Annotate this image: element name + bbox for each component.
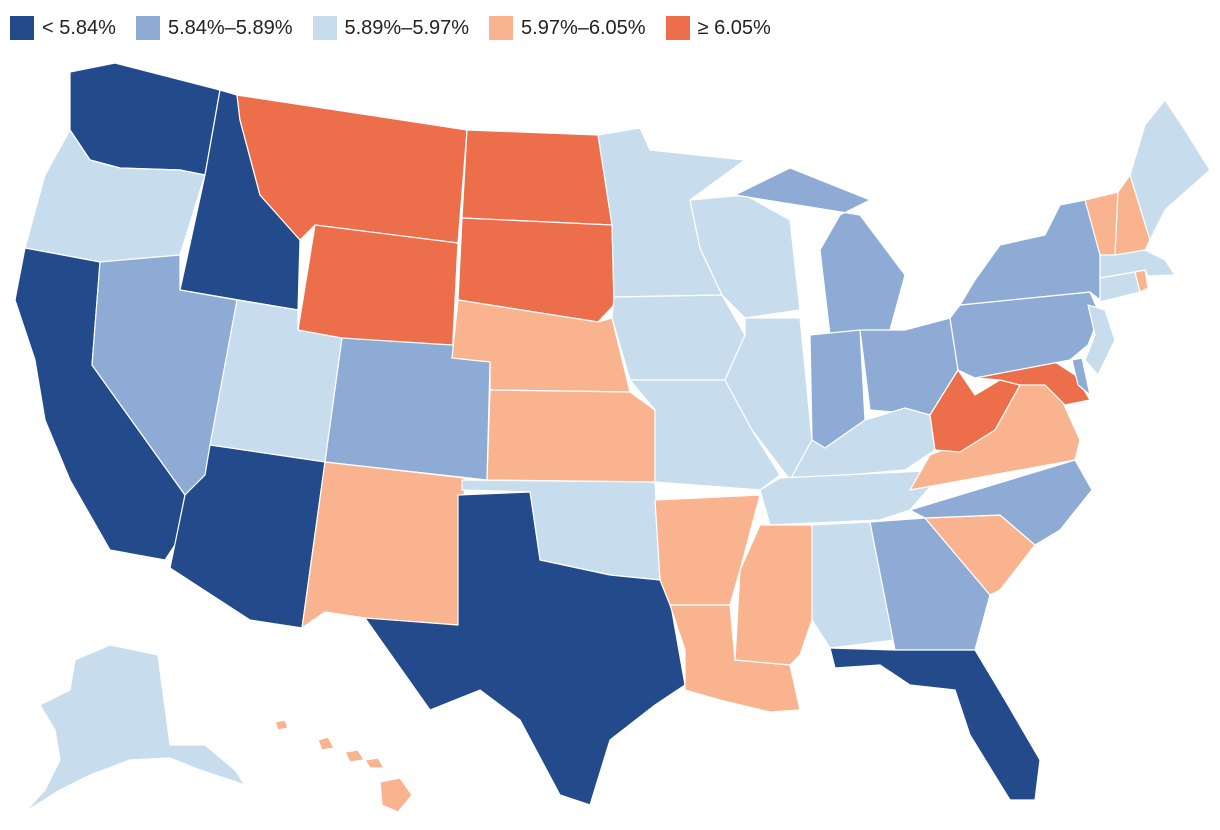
state-north-carolina[interactable]: North Carolina bbox=[909, 459, 1093, 546]
state-louisiana[interactable]: Louisiana bbox=[669, 604, 801, 713]
state-oregon[interactable]: Oregon bbox=[24, 129, 206, 263]
state-south-dakota[interactable]: South Dakota bbox=[457, 217, 615, 323]
legend-swatch bbox=[10, 16, 34, 40]
state-maine[interactable]: Maine bbox=[1129, 99, 1211, 241]
state-illinois[interactable]: Illinois bbox=[724, 317, 813, 481]
legend-item-bin-4: 5.97%–6.05% bbox=[489, 16, 646, 40]
state-north-dakota[interactable]: North Dakota bbox=[461, 129, 613, 226]
state-alabama[interactable]: Alabama bbox=[811, 521, 896, 649]
legend-item-bin-1: < 5.84% bbox=[10, 16, 116, 40]
state-iowa[interactable]: Iowa bbox=[611, 294, 746, 381]
state-delaware[interactable]: Delaware bbox=[1071, 357, 1091, 396]
legend-label: < 5.84% bbox=[42, 16, 116, 39]
legend-swatch bbox=[489, 16, 514, 40]
legend-item-bin-3: 5.89%–5.97% bbox=[312, 16, 470, 40]
legend-label: ≥ 6.05% bbox=[697, 16, 771, 39]
state-texas[interactable]: Texas bbox=[364, 491, 686, 806]
state-massachusetts[interactable]: Massachusetts bbox=[1099, 249, 1176, 279]
state-alaska[interactable]: Alaska bbox=[24, 644, 246, 813]
legend-item-bin-2: 5.84%–5.89% bbox=[135, 16, 293, 40]
legend-swatch bbox=[135, 16, 160, 40]
state-florida[interactable]: Florida bbox=[829, 647, 1041, 801]
legend-label: 5.89%–5.97% bbox=[344, 16, 470, 39]
state-new-mexico[interactable]: New Mexico bbox=[301, 461, 466, 629]
legend-label: 5.84%–5.89% bbox=[167, 16, 293, 39]
legend-label: 5.97%–6.05% bbox=[521, 16, 646, 39]
state-hawaii[interactable]: Hawaii bbox=[274, 719, 413, 813]
state-wisconsin[interactable]: Wisconsin bbox=[689, 194, 801, 319]
state-new-jersey[interactable]: New Jersey bbox=[1084, 304, 1116, 376]
state-washington[interactable]: Washington bbox=[69, 62, 221, 176]
legend-swatch bbox=[312, 16, 337, 40]
state-kansas[interactable]: Kansas bbox=[486, 389, 656, 483]
legend-item-bin-5: ≥ 6.05% bbox=[665, 16, 771, 40]
state-georgia[interactable]: Georgia bbox=[869, 517, 991, 651]
state-new-york[interactable]: New York bbox=[959, 199, 1101, 306]
state-new-hampshire[interactable]: New Hampshire bbox=[1114, 174, 1151, 256]
state-michigan[interactable]: Michigan bbox=[734, 167, 906, 336]
legend: < 5.84% 5.84%–5.89% 5.89%–5.97% 5.97%–6.… bbox=[10, 12, 791, 44]
legend-swatch bbox=[665, 16, 690, 40]
